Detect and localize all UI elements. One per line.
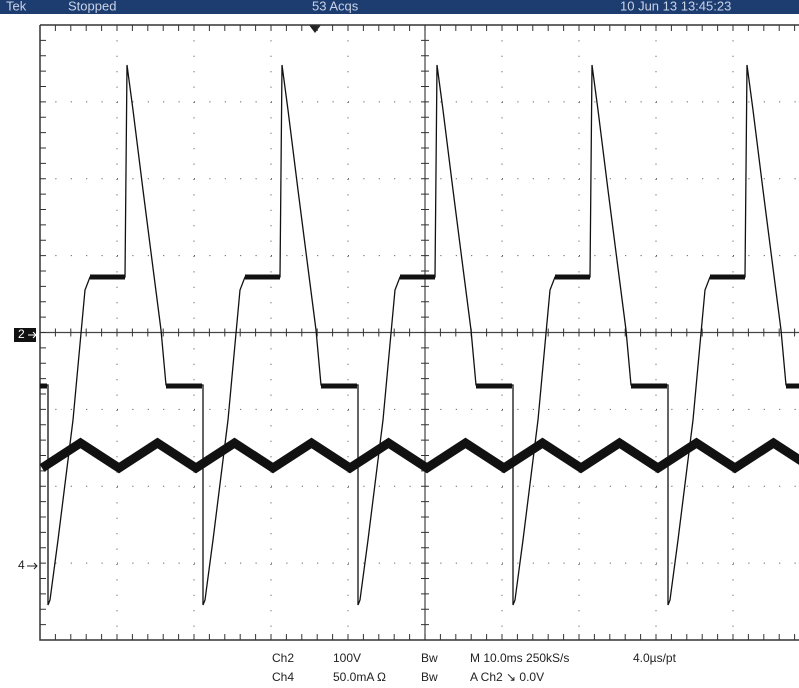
oscilloscope-screen: Tek Stopped 53 Acqs 10 Jun 13 13:45:23 2… [0,0,799,688]
readout-timebase: A Ch2 ↘ 0.0V [470,670,544,684]
readout-channel: Ch2 [272,651,294,665]
ch4-marker: 4 [18,558,25,572]
readout-timebase: M 10.0ms 250kS/s [470,651,569,665]
readout-bandwidth: Bw [421,670,438,684]
readout-scale: 100V [333,651,361,665]
background [0,0,799,688]
acquisitions: 53 Acqs [312,0,359,13]
timestamp: 10 Jun 13 13:45:23 [620,0,731,13]
ch2-marker: 2 [18,327,25,341]
brand: Tek [6,0,27,13]
run-status: Stopped [68,0,116,13]
readout-scale: 50.0mA Ω [333,670,386,684]
readout-channel: Ch4 [272,670,294,684]
readout-bandwidth: Bw [421,651,438,665]
readout-resolution: 4.0µs/pt [633,651,677,665]
